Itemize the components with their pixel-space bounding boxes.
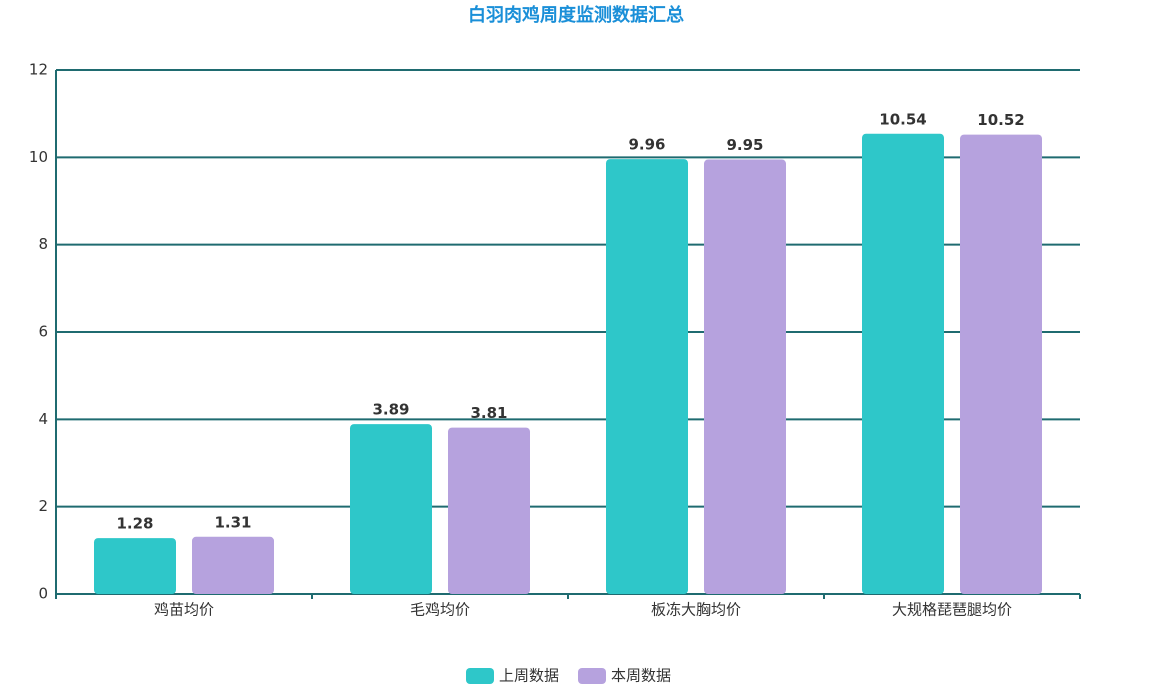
y-tick-label: 12	[29, 61, 48, 79]
value-label: 9.96	[628, 136, 665, 154]
bar	[606, 159, 688, 594]
value-label: 1.31	[214, 513, 251, 531]
bar	[192, 536, 274, 594]
y-tick-label: 10	[29, 148, 48, 166]
value-label: 3.81	[470, 404, 507, 422]
bar	[448, 427, 530, 594]
x-tick-label: 鸡苗均价	[154, 601, 214, 619]
value-label: 3.89	[372, 401, 409, 419]
y-tick-label: 0	[38, 585, 48, 603]
y-tick-label: 8	[38, 235, 48, 253]
legend-swatch	[578, 668, 606, 684]
chart-title: 白羽肉鸡周度监测数据汇总	[468, 4, 684, 26]
legend-label: 上周数据	[499, 667, 559, 685]
value-label: 1.28	[116, 515, 153, 533]
value-label: 10.54	[879, 110, 926, 128]
bar	[350, 424, 432, 594]
x-tick-label: 板冻大胸均价	[651, 601, 741, 619]
y-tick-label: 4	[38, 410, 48, 428]
y-tick-label: 6	[38, 323, 48, 341]
x-tick-label: 毛鸡均价	[410, 601, 470, 619]
y-tick-label: 2	[38, 497, 48, 515]
bar	[862, 133, 944, 594]
bar	[704, 159, 786, 594]
x-tick-label: 大规格琵琶腿均价	[892, 601, 1012, 619]
value-label: 10.52	[977, 111, 1024, 129]
value-label: 9.95	[726, 136, 763, 154]
bar	[94, 538, 176, 594]
legend-swatch	[466, 668, 494, 684]
bar	[960, 134, 1042, 595]
legend-label: 本周数据	[611, 667, 671, 685]
